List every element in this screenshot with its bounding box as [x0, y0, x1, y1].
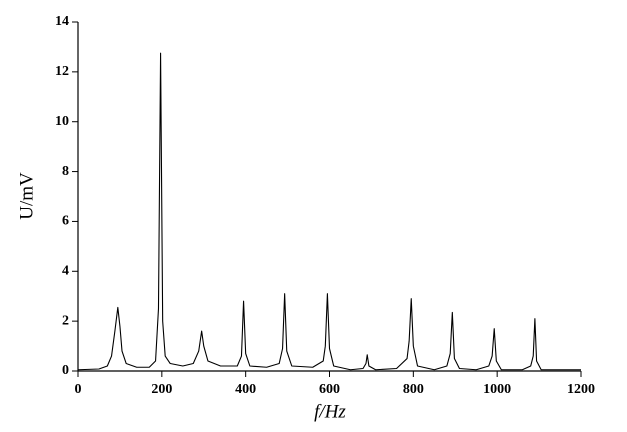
x-tick-label: 0: [75, 382, 82, 397]
y-tick-label: 8: [62, 164, 69, 179]
y-tick-label: 12: [55, 64, 69, 79]
y-axis-title: U/mV: [16, 172, 37, 220]
y-tick-label: 0: [62, 363, 69, 378]
y-tick-label: 2: [62, 313, 69, 328]
x-tick-label: 200: [151, 382, 172, 397]
x-tick-label: 400: [235, 382, 256, 397]
x-axis-title: f/Hz: [314, 401, 346, 422]
y-tick-label: 14: [55, 14, 69, 29]
line-series: [77, 52, 581, 371]
y-tick-label: 4: [62, 264, 69, 279]
y-tick-label: 6: [62, 214, 69, 229]
y-tick-label: 10: [55, 114, 69, 129]
x-tick-label: 600: [319, 382, 340, 397]
x-tick-label: 800: [403, 382, 424, 397]
x-tick-label: 1000: [483, 382, 511, 397]
x-tick-label: 1200: [567, 382, 595, 397]
